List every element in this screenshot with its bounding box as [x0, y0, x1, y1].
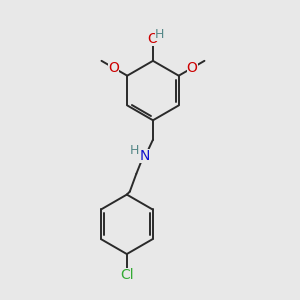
- Text: O: O: [148, 32, 158, 46]
- Text: O: O: [187, 61, 198, 75]
- Text: H: H: [155, 28, 164, 40]
- Text: O: O: [108, 61, 119, 75]
- Text: H: H: [130, 143, 139, 157]
- Text: N: N: [140, 149, 150, 163]
- Text: Cl: Cl: [120, 268, 134, 282]
